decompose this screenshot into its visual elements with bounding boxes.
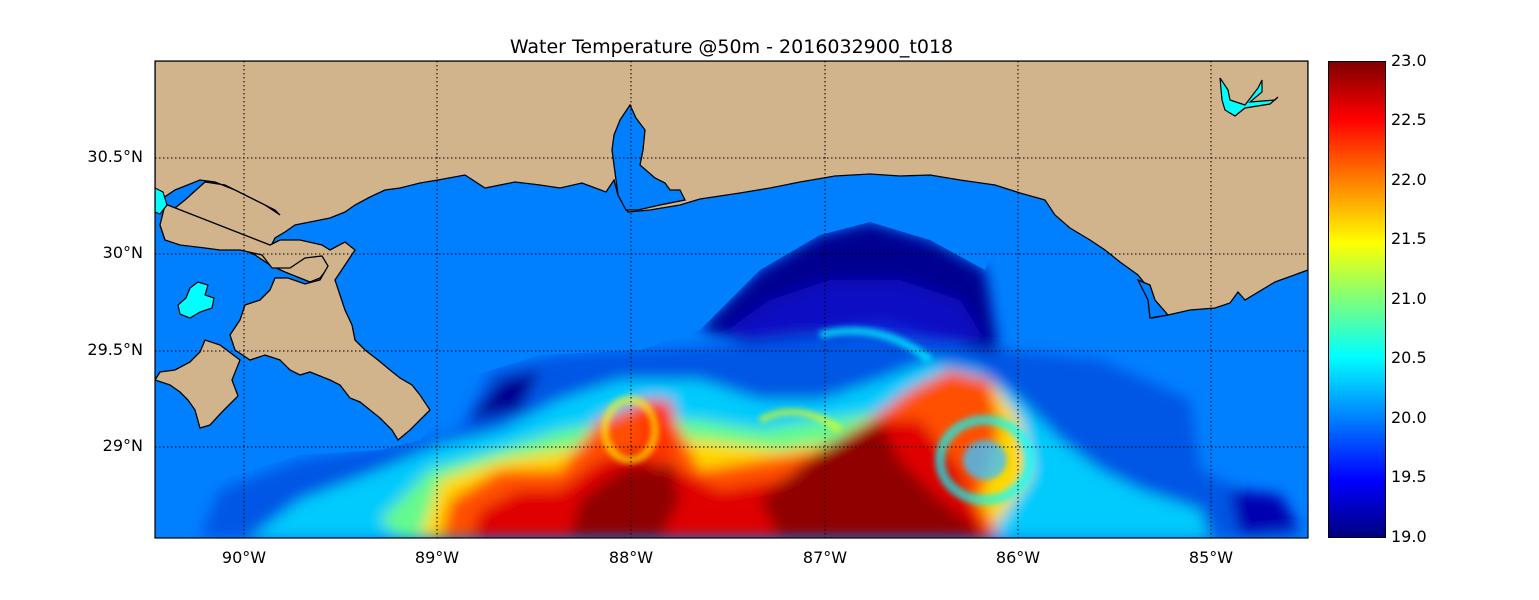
colorbar-tick-22-5: 22.5 [1391, 110, 1427, 129]
land [155, 61, 1308, 441]
lat-label-29n: 29°N [102, 436, 143, 455]
lon-label-85w: 85°W [1188, 548, 1234, 567]
colorbar-tick-19-5: 19.5 [1391, 467, 1427, 486]
lakes [155, 77, 1279, 319]
colorbar-tick-21-0: 21.0 [1391, 289, 1427, 308]
colorbar [1328, 61, 1386, 538]
lon-label-90w: 90°W [221, 548, 267, 567]
colorbar-tick-20-5: 20.5 [1391, 348, 1427, 367]
colorbar-tick-22-0: 22.0 [1391, 170, 1427, 189]
colorbar-tick-21-5: 21.5 [1391, 229, 1427, 248]
plot-frame [154, 60, 1309, 539]
lat-label-30-5n: 30.5°N [87, 147, 143, 166]
colorbar-tick-20-0: 20.0 [1391, 408, 1427, 427]
gridlines [155, 61, 1308, 538]
lon-label-88w: 88°W [608, 548, 654, 567]
colorbar-tick-23-0: 23.0 [1391, 51, 1427, 70]
lon-label-89w: 89°W [414, 548, 460, 567]
lat-label-29-5n: 29.5°N [87, 340, 143, 359]
colorbar-tick-19-0: 19.0 [1391, 527, 1427, 546]
lat-label-30n: 30°N [102, 243, 143, 262]
chart-title: Water Temperature @50m - 2016032900_t018 [509, 36, 954, 58]
lon-label-86w: 86°W [995, 548, 1041, 567]
lon-label-87w: 87°W [802, 548, 848, 567]
